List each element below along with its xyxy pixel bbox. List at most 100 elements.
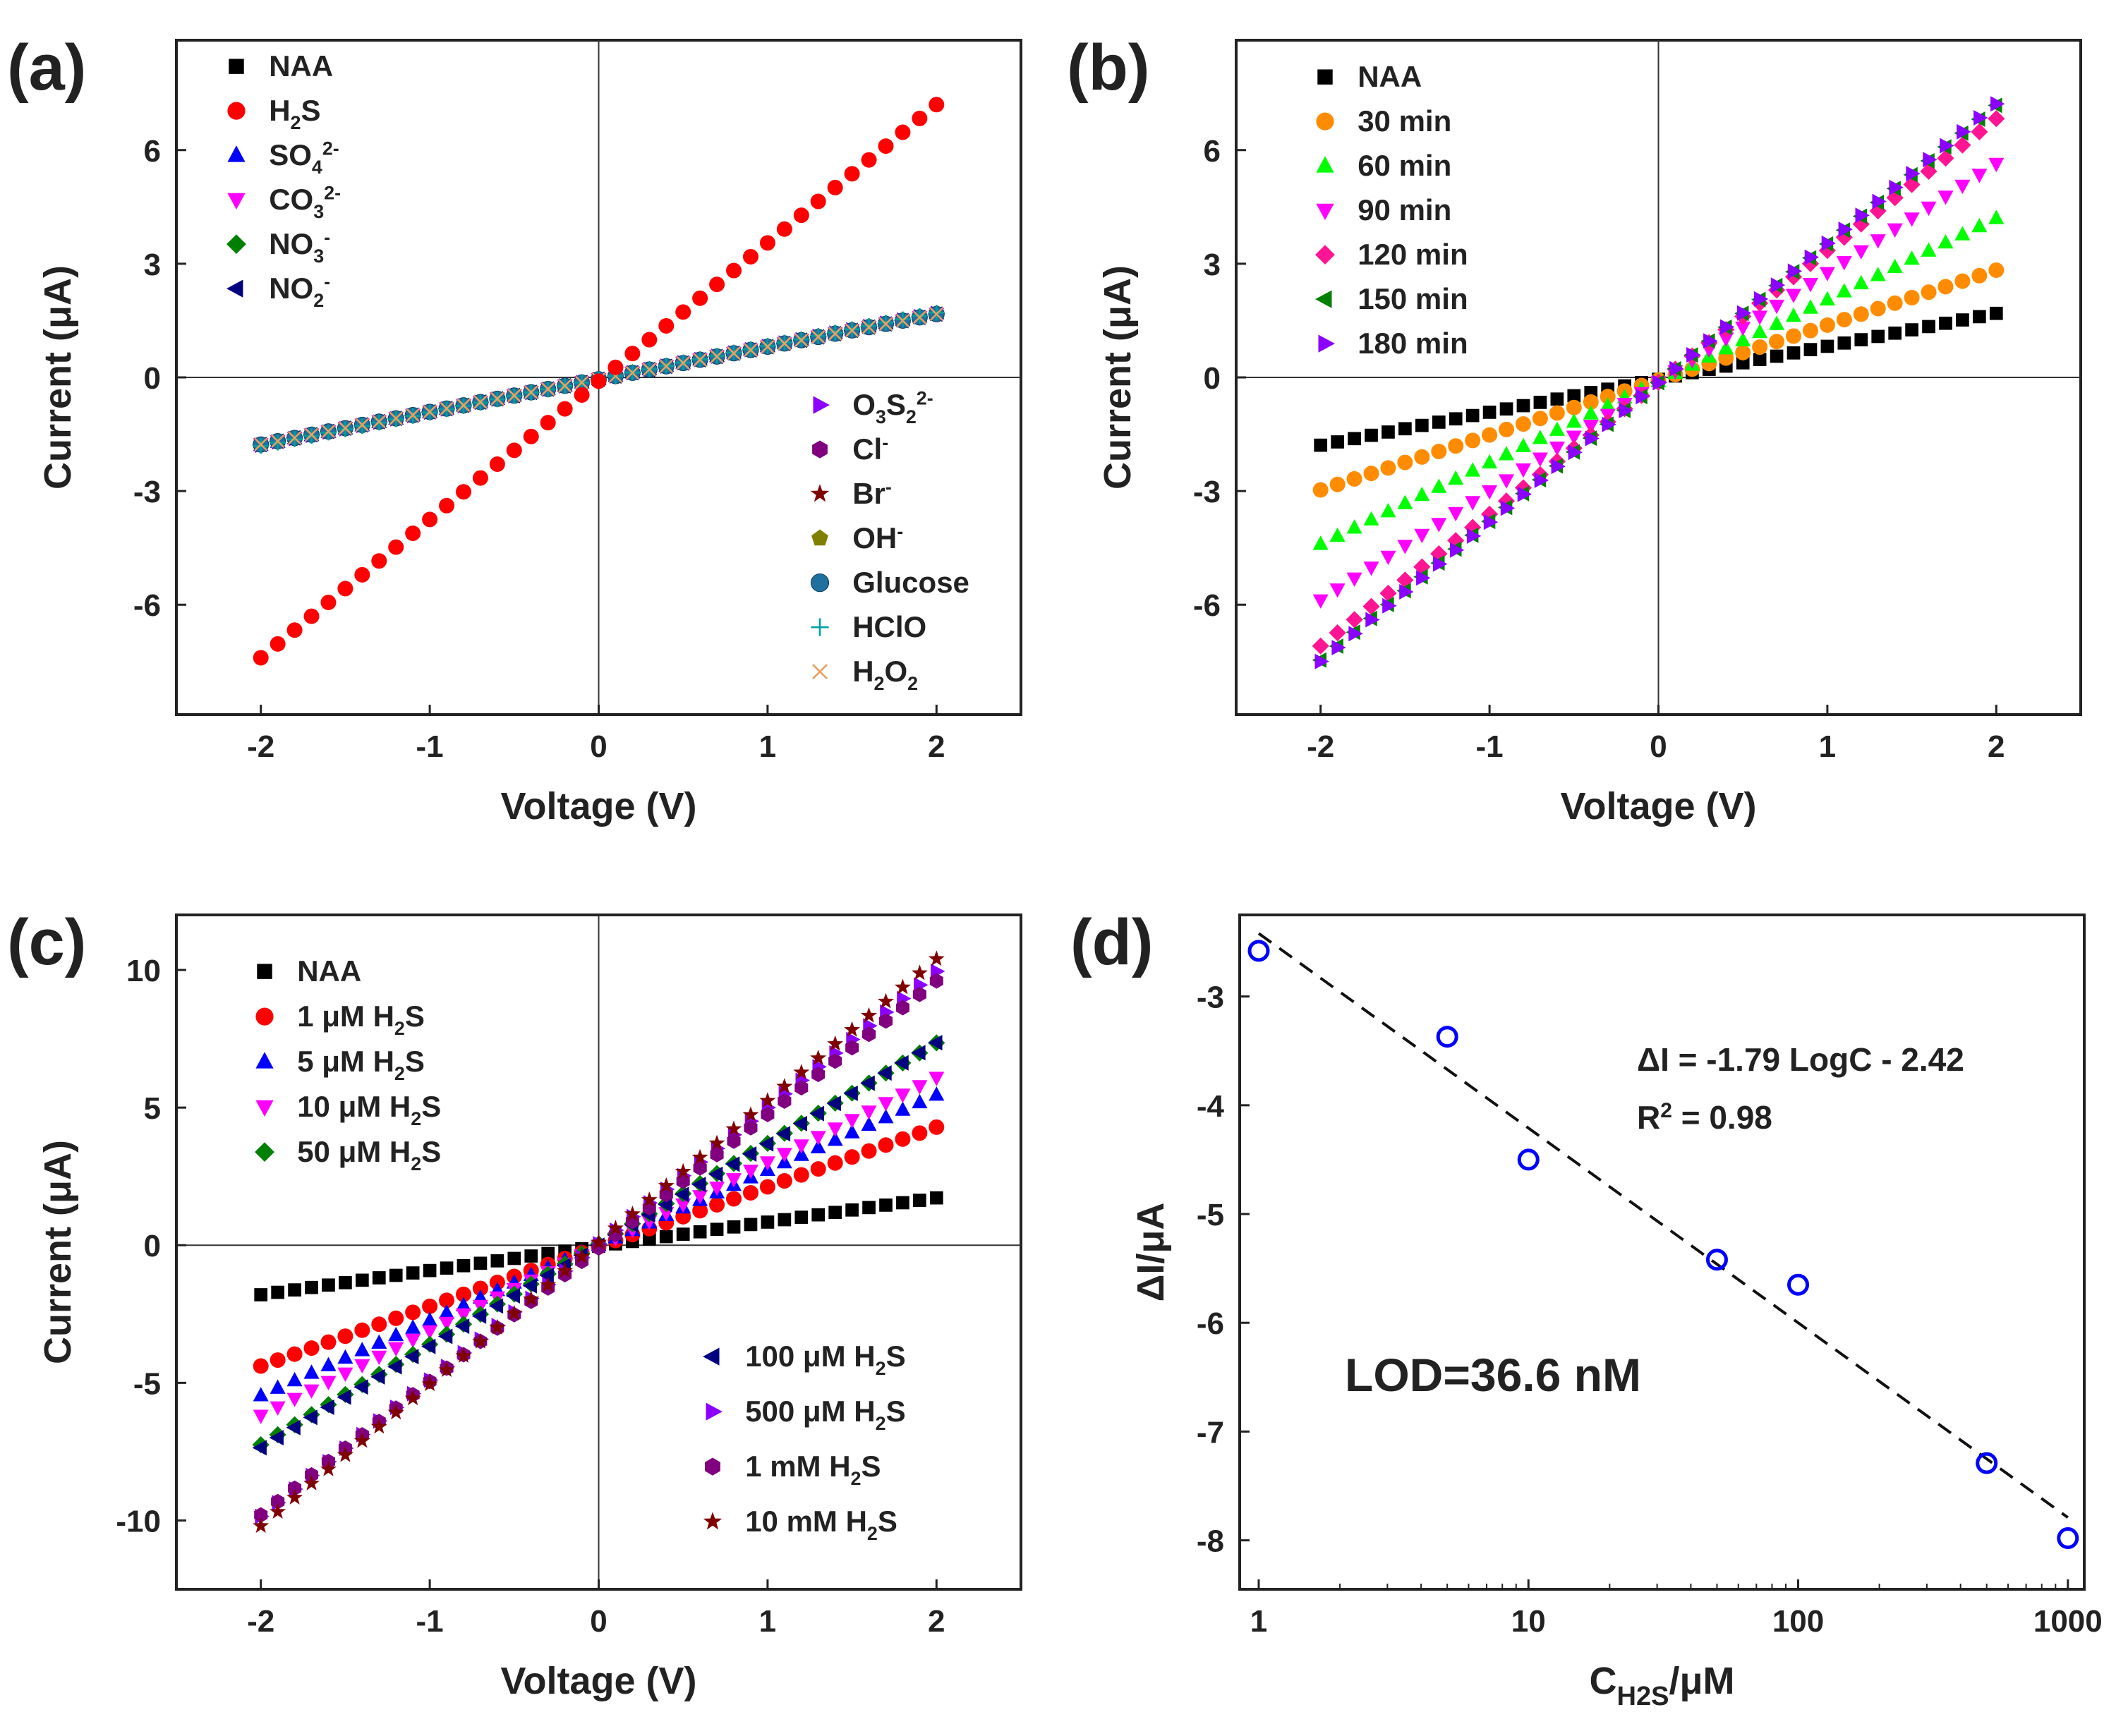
data-point — [1954, 226, 1971, 241]
legend-label: OH- — [852, 521, 903, 554]
data-point — [472, 470, 488, 486]
data-point — [726, 1173, 742, 1188]
data-point — [1887, 295, 1903, 311]
data-point — [1499, 446, 1514, 461]
panel-label: (c) — [7, 906, 86, 978]
legend-label: 50 μM H2S — [297, 1135, 441, 1174]
data-point — [778, 1093, 792, 1109]
data-point — [1836, 283, 1852, 298]
data-point — [725, 1156, 740, 1172]
data-point — [1971, 267, 1988, 284]
data-point — [1499, 402, 1513, 416]
data-point — [456, 1308, 471, 1323]
data-point — [675, 1163, 691, 1179]
data-point — [879, 1198, 893, 1212]
legend-label: Br- — [852, 477, 892, 510]
data-point — [1397, 454, 1413, 471]
data-point — [861, 1143, 877, 1159]
fit-equation: ΔI = -1.79 LogC - 2.42 — [1637, 1041, 1964, 1078]
data-point — [844, 1124, 860, 1139]
data-point — [557, 1262, 574, 1278]
data-point — [472, 1280, 488, 1297]
x-tick-label: 1000 — [2033, 1604, 2103, 1639]
data-point — [1871, 329, 1885, 344]
data-point — [844, 166, 860, 182]
data-point — [1436, 1026, 1458, 1048]
data-point — [1870, 267, 1886, 281]
data-point — [1516, 463, 1531, 478]
data-point — [862, 1201, 876, 1215]
data-point — [1937, 234, 1954, 249]
data-point — [1380, 460, 1396, 476]
data-point — [1787, 346, 1801, 360]
data-point — [1735, 344, 1751, 360]
data-point — [337, 1446, 353, 1462]
data-point — [303, 1474, 320, 1491]
legend-marker — [703, 1347, 720, 1366]
y-tick-label: -6 — [1193, 588, 1221, 623]
data-point — [759, 1156, 775, 1171]
data-point — [1532, 452, 1548, 467]
data-point — [794, 1080, 809, 1095]
data-point — [254, 1288, 268, 1301]
data-point — [1906, 166, 1921, 182]
data-point — [439, 1304, 454, 1319]
data-point — [338, 421, 353, 435]
data-point — [1937, 279, 1954, 295]
data-point — [439, 497, 455, 514]
data-point — [1448, 506, 1464, 522]
data-point — [912, 1080, 928, 1095]
legend-marker — [703, 1512, 723, 1530]
data-point — [270, 434, 285, 449]
data-point — [437, 1328, 453, 1345]
data-point — [1600, 389, 1616, 405]
legend-marker — [227, 102, 246, 120]
data-point — [675, 304, 691, 320]
data-point — [860, 1075, 875, 1091]
data-point — [778, 336, 792, 351]
data-point — [845, 1203, 859, 1217]
data-point — [929, 973, 943, 989]
legend-marker — [705, 1457, 720, 1476]
data-point — [270, 1401, 286, 1416]
data-point — [371, 1334, 387, 1349]
data-point — [725, 1120, 742, 1136]
data-point — [758, 1136, 774, 1152]
data-point — [776, 1148, 792, 1163]
legend-marker — [227, 193, 246, 210]
data-point — [1482, 427, 1498, 443]
data-point — [1703, 333, 1718, 349]
y-tick-label: 0 — [1204, 361, 1221, 396]
data-point — [1363, 466, 1379, 482]
data-point — [1971, 169, 1988, 183]
data-point — [354, 566, 370, 583]
data-point — [1450, 542, 1465, 558]
data-point — [1532, 430, 1548, 444]
legend-marker — [811, 618, 829, 636]
data-point — [1786, 289, 1801, 303]
data-point — [1770, 277, 1786, 293]
data-point — [1583, 394, 1599, 410]
data-point — [810, 1131, 826, 1146]
data-point — [388, 1310, 404, 1326]
data-point — [861, 152, 877, 168]
data-point — [1854, 333, 1868, 346]
y-tick-label: -5 — [1197, 1198, 1224, 1232]
data-point — [454, 1318, 470, 1335]
y-tick-label: 0 — [144, 361, 161, 396]
data-point — [843, 1085, 858, 1101]
y-axis-label: Current (μA) — [37, 1140, 79, 1364]
y-tick-label: 10 — [126, 954, 161, 988]
data-point — [1362, 597, 1380, 615]
data-point — [794, 333, 809, 347]
data-point — [878, 993, 894, 1009]
x-tick-label: 1 — [1819, 729, 1836, 764]
data-point — [710, 1222, 724, 1237]
data-point — [691, 1177, 706, 1193]
data-point — [828, 327, 842, 341]
data-point — [1363, 511, 1379, 526]
data-point — [1769, 334, 1785, 350]
data-point — [708, 1134, 725, 1151]
data-point — [439, 1316, 454, 1332]
data-point — [1939, 316, 1952, 330]
